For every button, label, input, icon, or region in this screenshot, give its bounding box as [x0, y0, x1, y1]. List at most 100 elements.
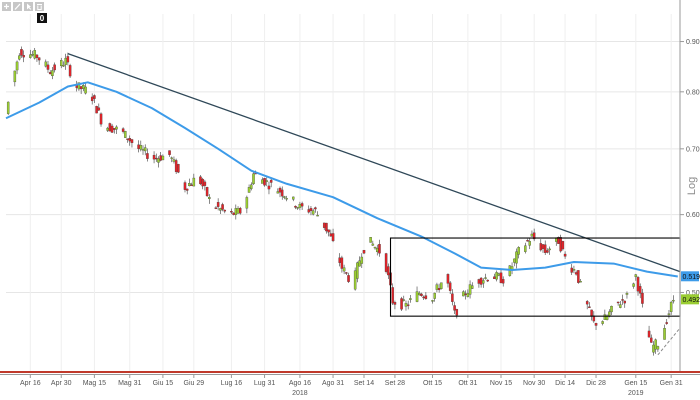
trash-icon[interactable]	[35, 2, 44, 11]
candle	[230, 208, 233, 215]
candle-up	[484, 277, 487, 279]
candle	[590, 309, 593, 321]
candle-down	[387, 266, 390, 276]
candle-down	[563, 253, 567, 257]
x-tick-label: Ago 16	[289, 380, 311, 387]
candle-up	[610, 305, 613, 313]
candle	[601, 320, 604, 326]
candle	[247, 184, 251, 193]
candle-up	[404, 303, 408, 307]
candle-down	[37, 57, 41, 61]
candle	[201, 177, 204, 190]
candle-up	[64, 57, 67, 65]
candle-down	[455, 309, 459, 316]
candle-up	[663, 328, 666, 340]
counter-badge[interactable]: 0	[37, 13, 47, 23]
candle-down	[493, 276, 496, 280]
candle	[84, 82, 87, 95]
candle-down	[267, 185, 271, 190]
candle	[574, 270, 578, 276]
pencil-icon[interactable]	[13, 2, 22, 11]
x-tick-label: Nov 30	[523, 380, 545, 387]
candle	[638, 283, 642, 299]
candle-up	[342, 267, 346, 272]
candle-up	[124, 131, 127, 138]
plus-icon[interactable]	[2, 2, 11, 11]
candle-up	[402, 299, 406, 301]
candle-down	[594, 323, 598, 326]
price-tag: 0.492	[681, 294, 700, 305]
candle	[616, 301, 620, 306]
candle-up	[517, 247, 520, 255]
candle	[546, 248, 549, 254]
candle	[192, 173, 196, 187]
candle	[267, 181, 271, 195]
candle	[22, 50, 25, 63]
candle-down	[322, 222, 326, 228]
candle	[585, 299, 589, 310]
candle	[577, 270, 580, 284]
candle-down	[95, 106, 98, 114]
candle-up	[247, 187, 251, 193]
candle	[669, 300, 673, 315]
candle-down	[453, 305, 456, 311]
candle	[424, 292, 428, 300]
dashed-support-line[interactable]	[657, 327, 681, 356]
candle	[338, 253, 341, 267]
candle	[95, 105, 98, 114]
candle	[314, 206, 317, 213]
candle-down	[420, 293, 423, 296]
y-tick-label: 0.90	[686, 39, 700, 46]
candle-up	[276, 191, 280, 194]
candle	[362, 249, 366, 255]
candle	[539, 239, 543, 252]
candle-down	[448, 282, 452, 291]
channel-rectangle[interactable]	[389, 237, 681, 317]
candle	[174, 158, 178, 175]
candle-up	[245, 197, 249, 209]
candle-down	[177, 164, 180, 173]
candle	[530, 230, 534, 237]
candle-down	[345, 272, 348, 274]
candle	[170, 156, 173, 163]
x-tick-label: Giu 29	[184, 380, 205, 387]
candle-down	[232, 212, 235, 215]
candle-up	[208, 196, 211, 200]
candle-down	[278, 187, 282, 193]
candle	[234, 204, 238, 220]
candle	[283, 195, 286, 200]
candle-up	[77, 82, 81, 90]
candle	[594, 322, 598, 330]
candle	[141, 145, 145, 155]
candle	[378, 239, 381, 257]
candle-down	[155, 157, 158, 160]
candle	[285, 195, 288, 202]
candle-up	[528, 241, 531, 246]
candle-down	[329, 233, 333, 237]
candle	[482, 278, 485, 288]
candle	[532, 228, 536, 242]
descending-trendline[interactable]	[67, 52, 681, 273]
candle-down	[121, 128, 125, 132]
candle	[422, 295, 425, 300]
candle	[493, 273, 496, 280]
candle-down	[79, 86, 83, 90]
log-scale-label: Log	[686, 177, 698, 195]
candle	[495, 270, 498, 282]
pointer-icon[interactable]	[24, 2, 33, 11]
candle	[623, 300, 627, 308]
candle	[621, 294, 624, 305]
x-tick-label: Set 14	[354, 380, 374, 387]
candle	[177, 163, 180, 174]
candle-down	[93, 95, 96, 99]
x-tick-label: Gen 15	[624, 380, 647, 387]
candle	[440, 282, 443, 290]
candle	[29, 49, 32, 59]
candle-up	[6, 101, 10, 114]
candle	[579, 278, 582, 283]
candle-up	[652, 344, 655, 353]
candle	[62, 61, 65, 68]
candle-down	[309, 208, 313, 211]
candle-down	[68, 65, 72, 77]
